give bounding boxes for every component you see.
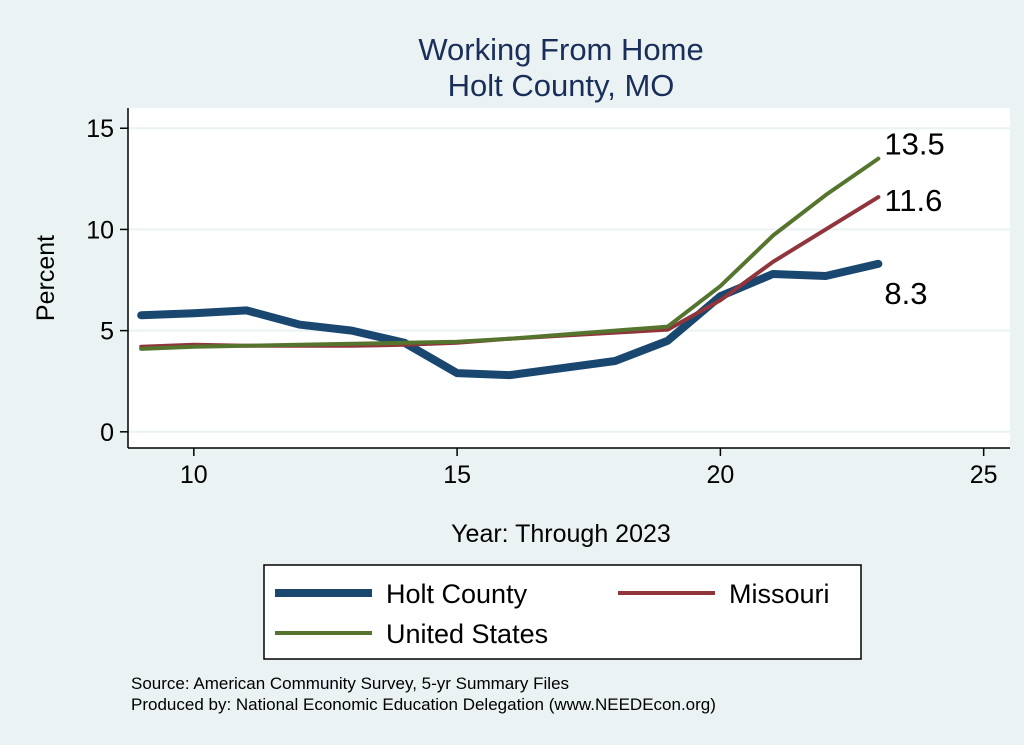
source-note: Source: American Community Survey, 5-yr … [131, 674, 569, 693]
plot-area [128, 108, 1010, 448]
x-tick-label: 10 [180, 461, 208, 489]
series-line-holt-county [137, 259, 883, 380]
chart-subtitle: Holt County, MO [448, 68, 675, 103]
x-tick-label: 20 [706, 461, 734, 489]
y-tick-label: 15 [86, 115, 114, 143]
legend-label-holt-county: Holt County [386, 579, 528, 609]
end-label-missouri: 11.6 [884, 183, 942, 218]
y-tick-label: 10 [86, 216, 114, 244]
x-tick-label: 15 [443, 461, 471, 489]
y-axis-label: Percent [32, 235, 60, 321]
legend-label-missouri: Missouri [729, 579, 830, 609]
produced-by-note: Produced by: National Economic Education… [131, 695, 716, 714]
x-axis-label: Year: Through 2023 [451, 520, 671, 548]
x-tick-label: 25 [970, 461, 998, 489]
y-tick-label: 0 [100, 419, 114, 447]
legend: Holt County Missouri United States [263, 564, 862, 660]
y-tick-label: 5 [100, 318, 114, 346]
legend-label-united-states: United States [386, 619, 548, 649]
series-line-united-states [139, 156, 881, 351]
chart-title: Working From Home [418, 32, 703, 67]
end-label-holt-county: 8.3 [884, 276, 927, 311]
end-label-united-states: 13.5 [884, 127, 944, 162]
